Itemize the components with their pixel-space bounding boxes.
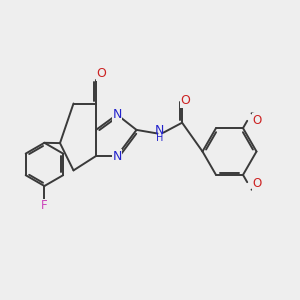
Text: F: F bbox=[41, 199, 48, 212]
Text: O: O bbox=[181, 94, 190, 107]
Text: O: O bbox=[253, 113, 262, 127]
Text: O: O bbox=[97, 67, 106, 80]
Text: N: N bbox=[155, 124, 165, 137]
Text: H: H bbox=[156, 133, 164, 143]
Text: N: N bbox=[112, 108, 122, 121]
Text: O: O bbox=[253, 177, 262, 190]
Text: N: N bbox=[112, 149, 122, 163]
